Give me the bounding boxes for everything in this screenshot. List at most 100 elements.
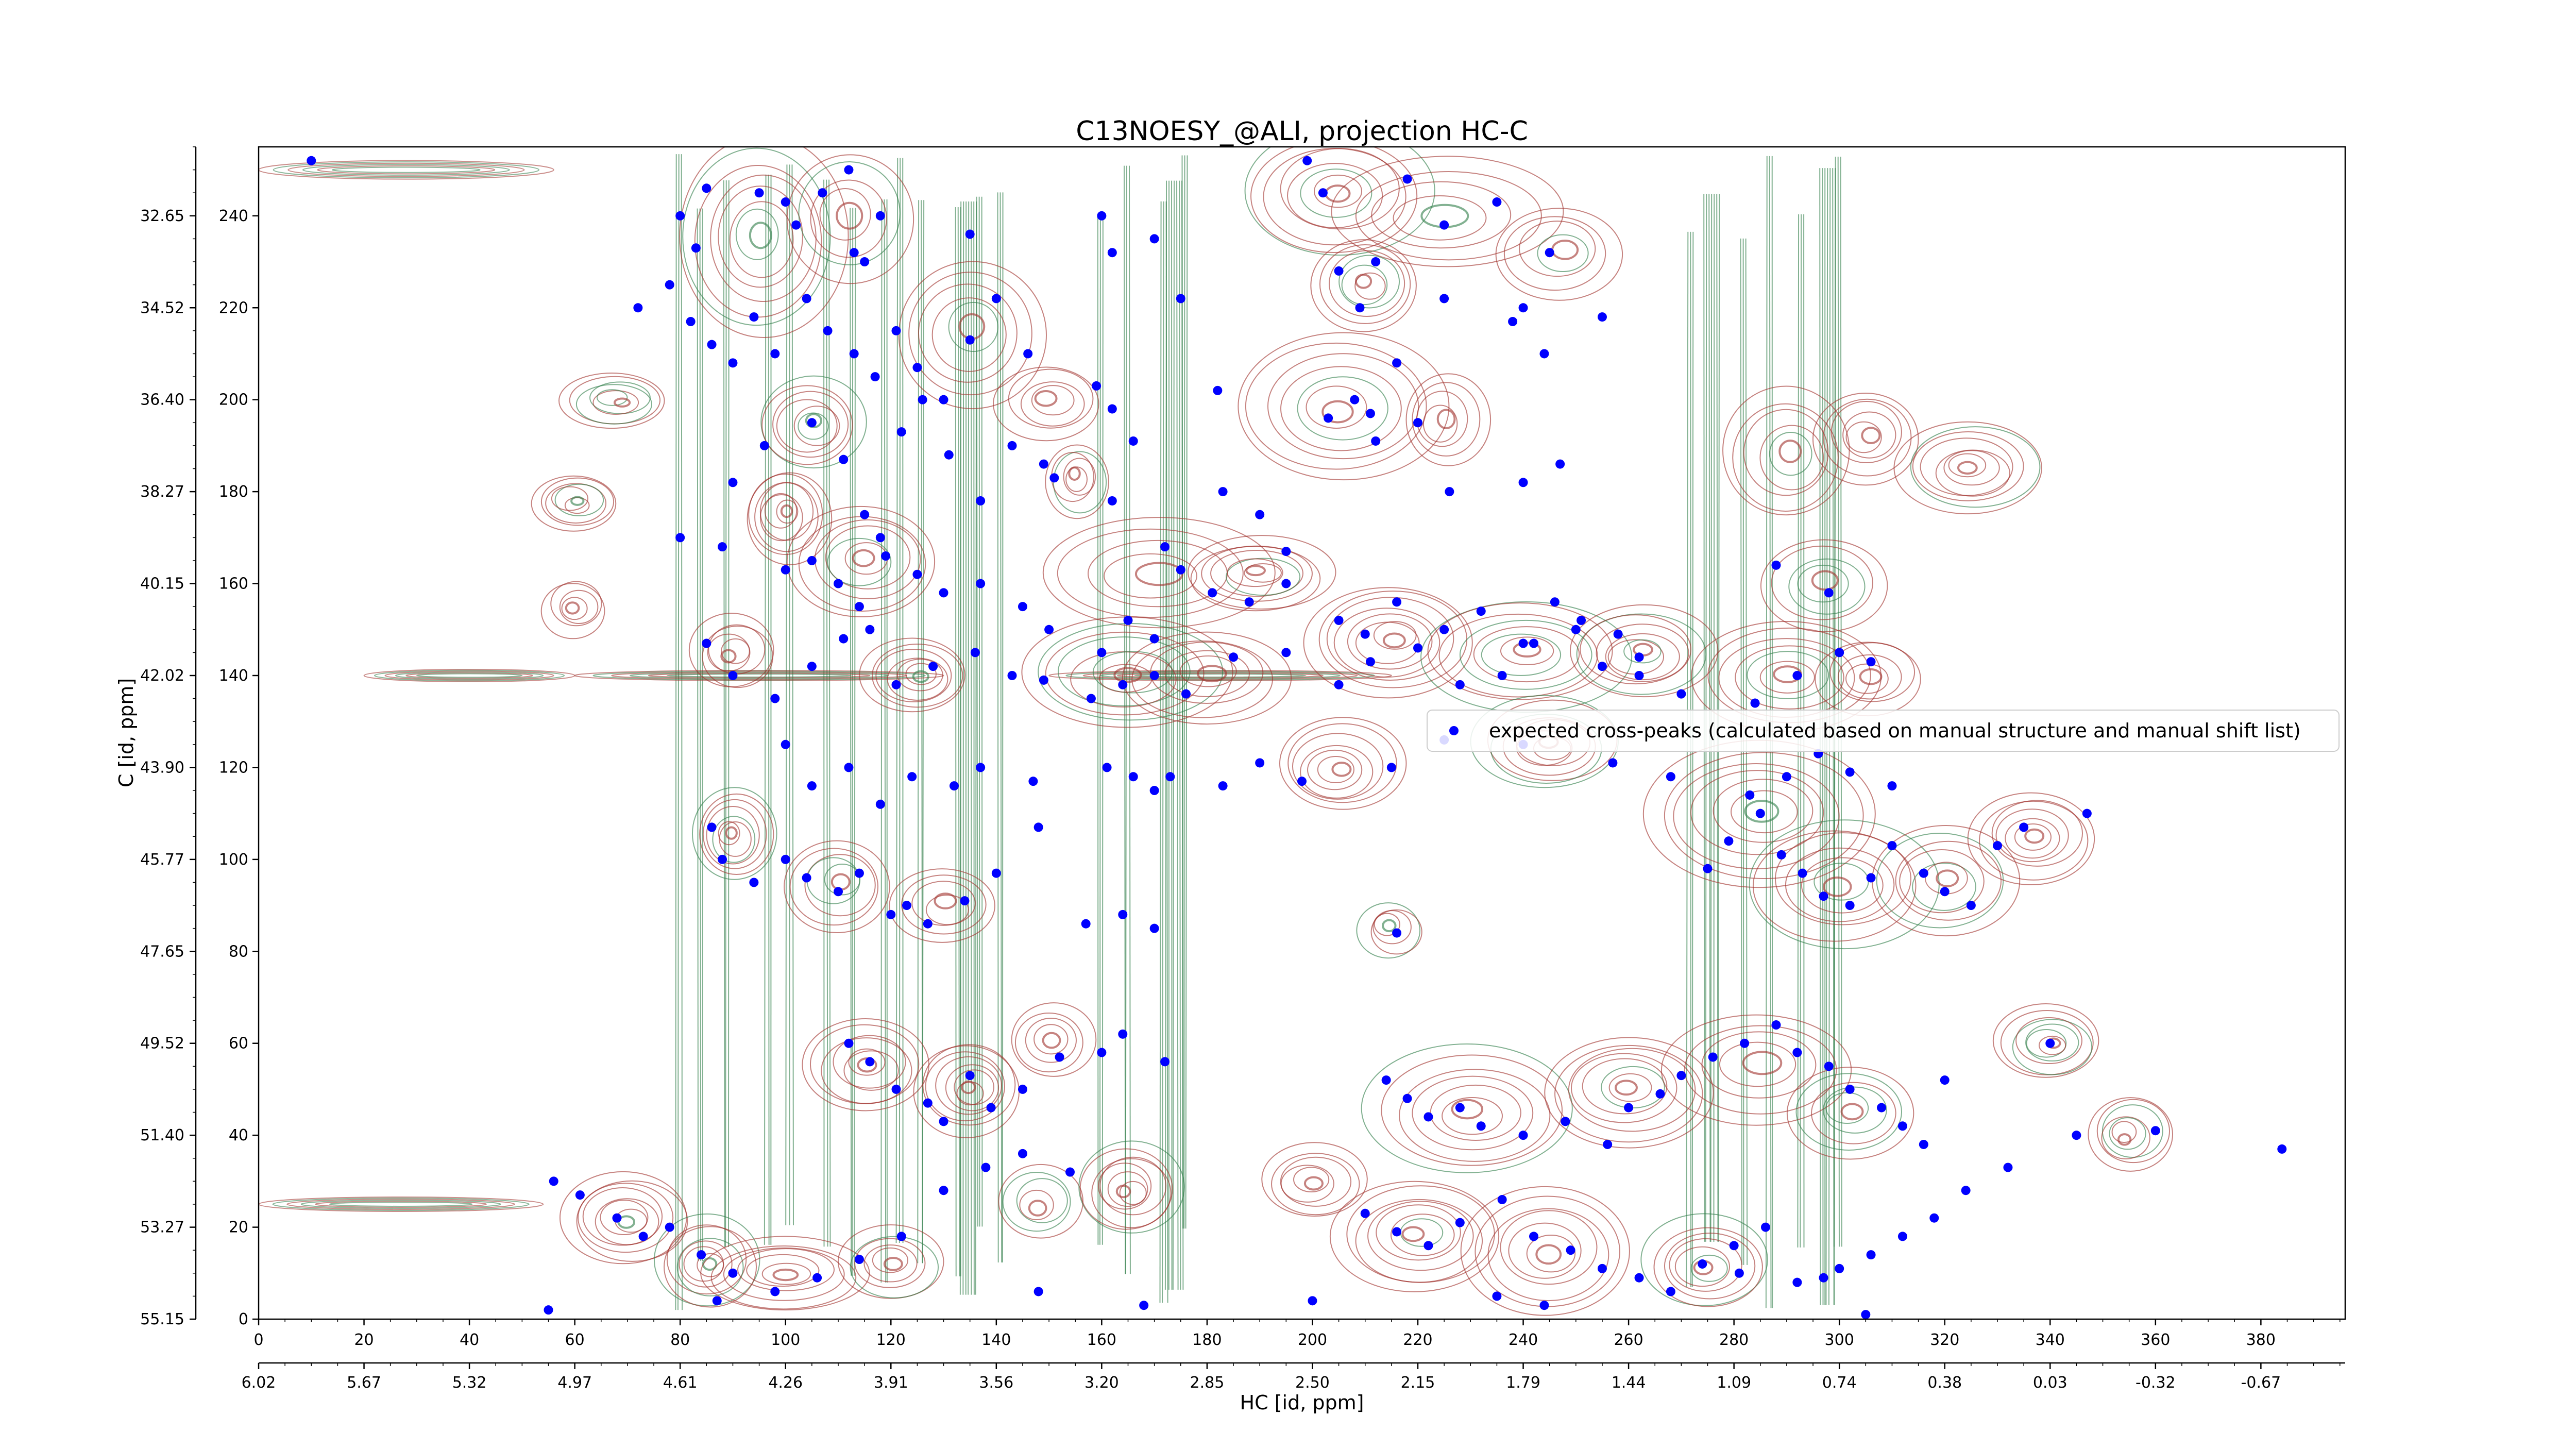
contour-blob	[746, 1254, 820, 1287]
cross-peak-point	[1476, 606, 1486, 616]
contour-blob	[1459, 619, 1592, 690]
y-axis-ppm: 55.15 53.27 51.40 49.52 47.65 45.77 43.90 42.02…	[140, 146, 197, 1328]
contour-blob	[1306, 385, 1367, 429]
contour-blob	[1164, 650, 1250, 698]
contour-blob	[1261, 1142, 1368, 1217]
cross-peak-point	[1218, 781, 1228, 791]
cross-peak-point	[1334, 680, 1344, 689]
contour-blob	[1238, 332, 1450, 481]
contour-blob	[1569, 604, 1719, 698]
cross-peak-point	[1597, 662, 1607, 671]
contour-streak	[1176, 180, 1179, 1290]
contour-streak	[1172, 180, 1175, 1290]
contour-blob	[2088, 1097, 2174, 1172]
cross-peak-point	[1018, 1084, 1027, 1094]
contour-blob	[798, 412, 829, 440]
contour-blob	[1957, 461, 1978, 475]
cross-peak-point	[1529, 638, 1538, 648]
cross-peak-point	[844, 763, 854, 772]
contour-blob	[2024, 828, 2045, 844]
cross-peak-point	[712, 1296, 722, 1306]
cross-peak-point	[1007, 670, 1017, 680]
cross-peak-point	[1039, 459, 1048, 469]
contour-blob	[720, 649, 737, 664]
contour-blob	[1078, 1140, 1185, 1234]
contour-blob	[1034, 390, 1058, 407]
contour-blob	[1899, 849, 1985, 914]
contour-blob	[1091, 1158, 1172, 1228]
cross-peak-point	[1039, 675, 1048, 685]
y-tick-label: 140	[219, 667, 248, 685]
cross-peak-point	[834, 579, 843, 588]
x-tick-label: 220	[1403, 1331, 1432, 1349]
cross-peak-point	[1318, 188, 1328, 198]
cross-peak-point	[960, 896, 970, 906]
cross-peak-point	[939, 1186, 948, 1195]
x-ppm-tick-label: 0.38	[1927, 1374, 1962, 1392]
contour-blob	[1735, 645, 1844, 710]
x-tick-label: 0	[253, 1331, 263, 1349]
contour-blob	[935, 1056, 1002, 1115]
contour-blob	[1092, 651, 1173, 694]
cross-peak-point	[1065, 1167, 1075, 1177]
contour-streak	[826, 179, 828, 1247]
contour-blob	[2025, 1023, 2079, 1062]
contour-blob	[759, 494, 803, 542]
contour-blob	[653, 1213, 760, 1307]
cross-peak-point	[1028, 777, 1038, 786]
contour-blob	[1840, 1103, 1864, 1121]
cross-peak-point	[1555, 459, 1565, 469]
contour-blob	[1822, 1086, 1887, 1134]
contour-blob	[1244, 147, 1435, 256]
contour-blob	[1045, 631, 1205, 716]
contour-blob	[1131, 640, 1273, 718]
contour-blob	[993, 366, 1099, 442]
y-tick-label: 220	[219, 299, 248, 317]
contour-streak	[854, 208, 856, 1276]
cross-peak-point	[1081, 919, 1091, 929]
cross-peak-point	[1208, 588, 1217, 598]
x-tick-label: 240	[1509, 1331, 1538, 1349]
contour-streak	[1159, 201, 1162, 1303]
contour-blob	[1104, 553, 1198, 599]
contour-streak	[791, 164, 794, 1225]
contour-streak	[725, 180, 727, 1248]
cross-peak-point	[1835, 1263, 1844, 1273]
cross-peak-point	[1566, 1245, 1575, 1255]
cross-peak-point	[1308, 1296, 1317, 1306]
contour-blob	[1487, 1208, 1609, 1302]
contour-blob	[821, 1037, 912, 1104]
contour-blob	[554, 483, 604, 516]
contour-ridge	[666, 673, 852, 678]
contour-blob	[1605, 633, 1680, 681]
contour-streak	[975, 201, 977, 1295]
contour-blob	[1042, 517, 1276, 629]
contour-blob	[1995, 808, 2069, 863]
contour-blob	[2111, 1121, 2137, 1143]
contour-blob	[901, 874, 987, 935]
y-tick-label: 100	[219, 851, 248, 869]
contour-blob	[1201, 545, 1313, 602]
contour-blob	[1188, 535, 1336, 610]
contour-blob	[1811, 1082, 1896, 1144]
contour-blob	[1355, 1199, 1483, 1283]
contour-blob	[1730, 790, 1798, 834]
contour-blob	[1113, 667, 1142, 683]
cross-peak-point	[839, 634, 849, 644]
contour-blob	[948, 301, 999, 352]
y-tick-label: 200	[219, 391, 248, 409]
contour-blob	[1544, 1037, 1714, 1149]
contour-blob	[2014, 823, 2052, 851]
contour-blob	[1245, 342, 1427, 470]
contour-blob	[1771, 545, 1873, 620]
contour-blob	[1948, 453, 1987, 478]
cross-peak-point	[891, 680, 901, 689]
contour-blob	[1370, 909, 1422, 955]
cross-peak-point	[1213, 385, 1223, 395]
cross-peak-point	[1624, 1103, 1634, 1113]
contour-blob	[691, 787, 777, 880]
y-tick-label: 240	[219, 207, 248, 225]
cross-peak-point	[860, 257, 870, 267]
contour-blob	[592, 390, 639, 415]
cross-peak-point	[544, 1305, 553, 1315]
